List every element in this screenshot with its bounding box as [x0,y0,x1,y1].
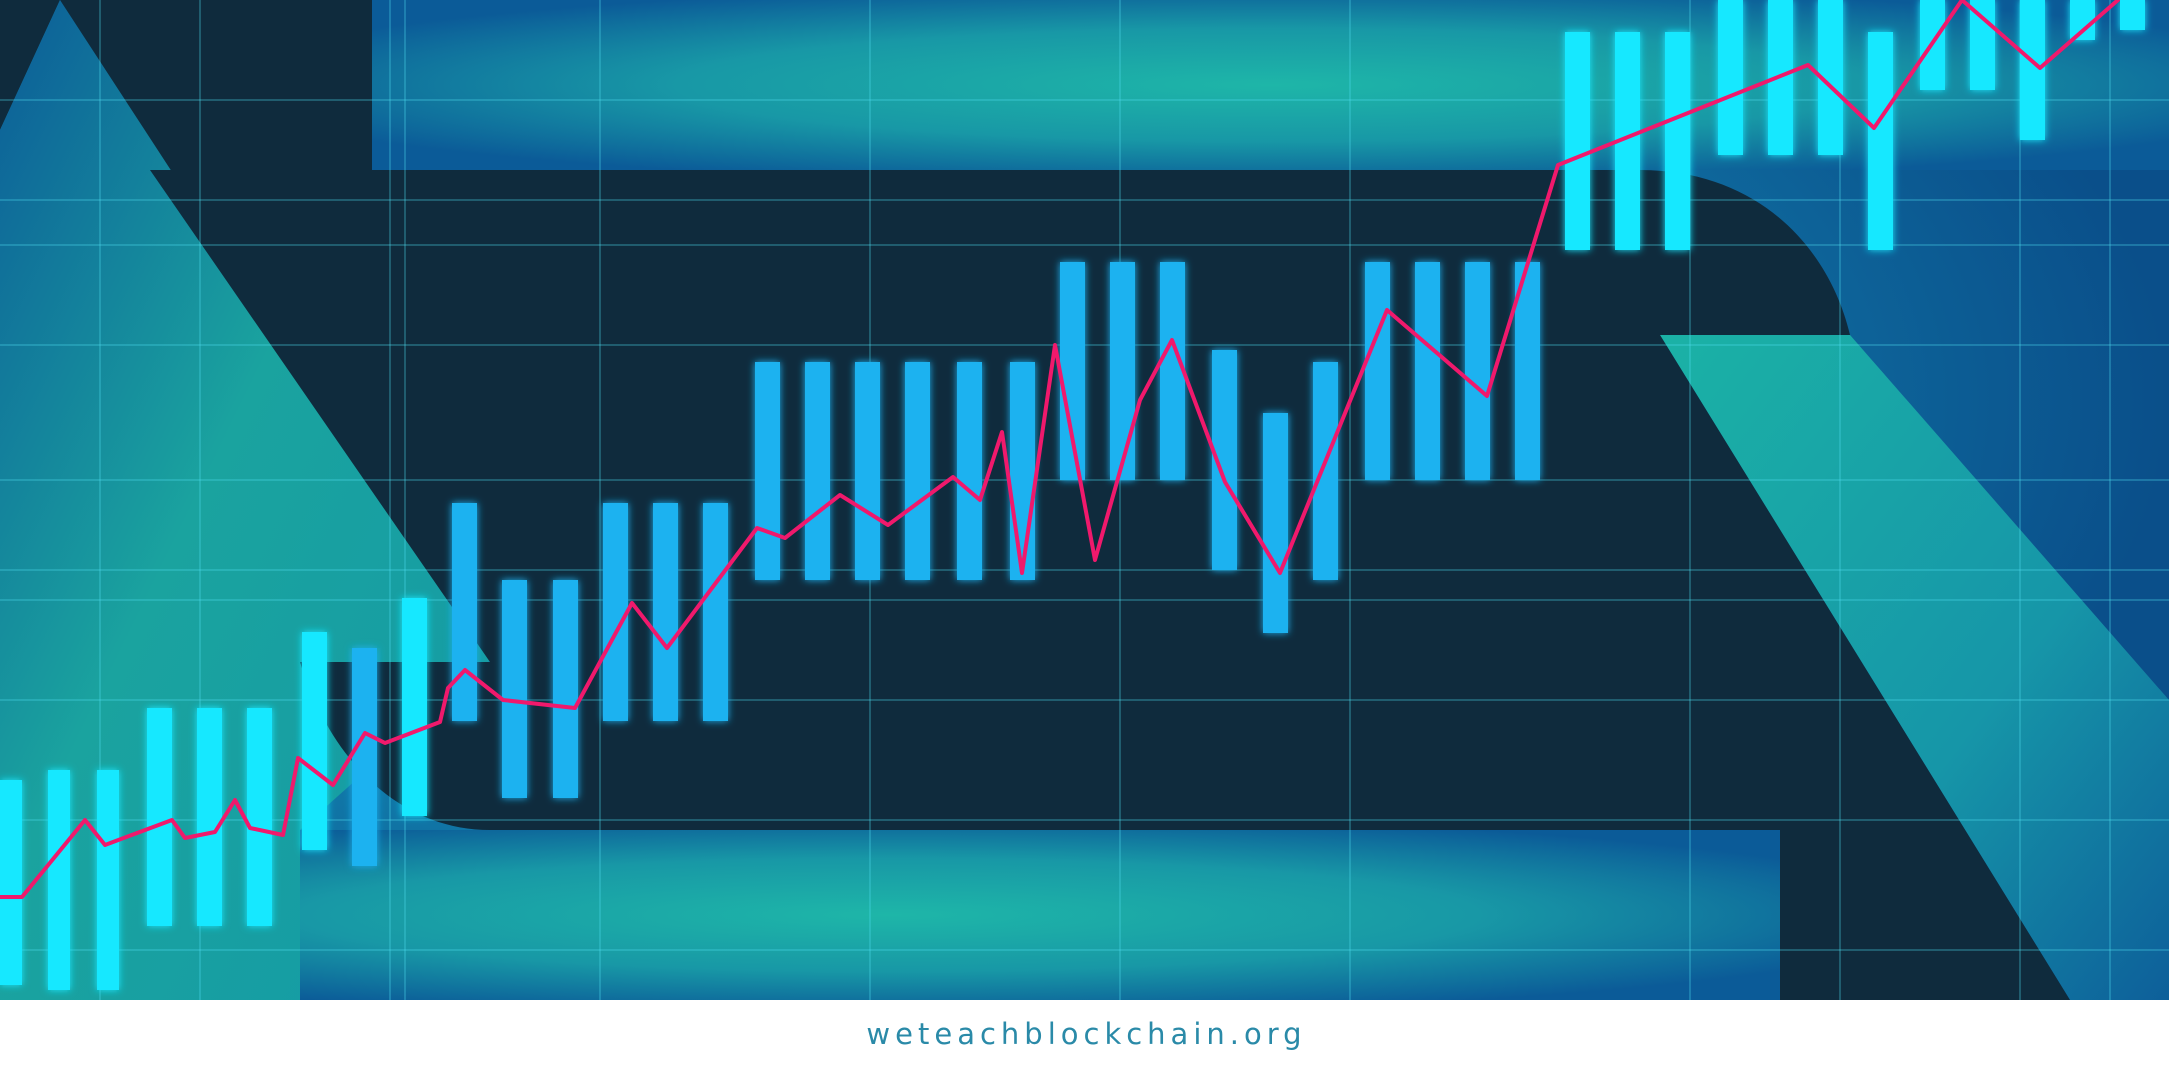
price-trend-line [0,0,2120,899]
chart-bar [1313,362,1338,580]
chart-bar [1868,32,1893,250]
chart-bar [402,598,427,816]
chart-bar [1263,413,1288,633]
chart-bar [1110,262,1135,480]
footer-bar: weteachblockchain.org [0,1000,2169,1068]
chart-bar [247,708,272,926]
dark-corner-top-left [0,0,372,170]
chart-bar [97,770,119,990]
chart-bar [0,780,22,985]
chart-bar [1665,32,1690,250]
chart-bar [755,362,780,580]
chart-bar [452,503,477,721]
chart-bar [502,580,527,798]
chart-bar [603,503,628,721]
chart-bar [352,648,377,866]
chart-bar [147,708,172,926]
blockchain-chart-illustration [0,0,2169,1000]
chart-bar [302,632,327,850]
top-teal-block [372,0,2169,170]
chart-bar [48,770,70,990]
chart-bar [653,503,678,721]
chart-bar [2070,0,2095,40]
right-teal-wedge [1660,335,2169,1000]
chart-bar [1160,262,1185,480]
chart-bar [1565,32,1590,250]
chart-bar [2120,0,2145,30]
central-dark-shape [150,170,2070,1000]
chart-bar [1515,262,1540,480]
chart-bar [1718,0,1743,155]
chart-bar [1970,0,1995,90]
chart-bar [1465,262,1490,480]
chart-bar [855,362,880,580]
chart-bar [1365,262,1390,480]
chart-bar [703,503,728,721]
website-url[interactable]: weteachblockchain.org [866,1017,1307,1051]
chart-bar [1415,262,1440,480]
chart-bar [805,362,830,580]
chart-bar [197,708,222,926]
chart-bar [905,362,930,580]
chart-bar [2020,0,2045,140]
chart-bar [1010,362,1035,580]
chart-bar [957,362,982,580]
chart-bar [553,580,578,798]
